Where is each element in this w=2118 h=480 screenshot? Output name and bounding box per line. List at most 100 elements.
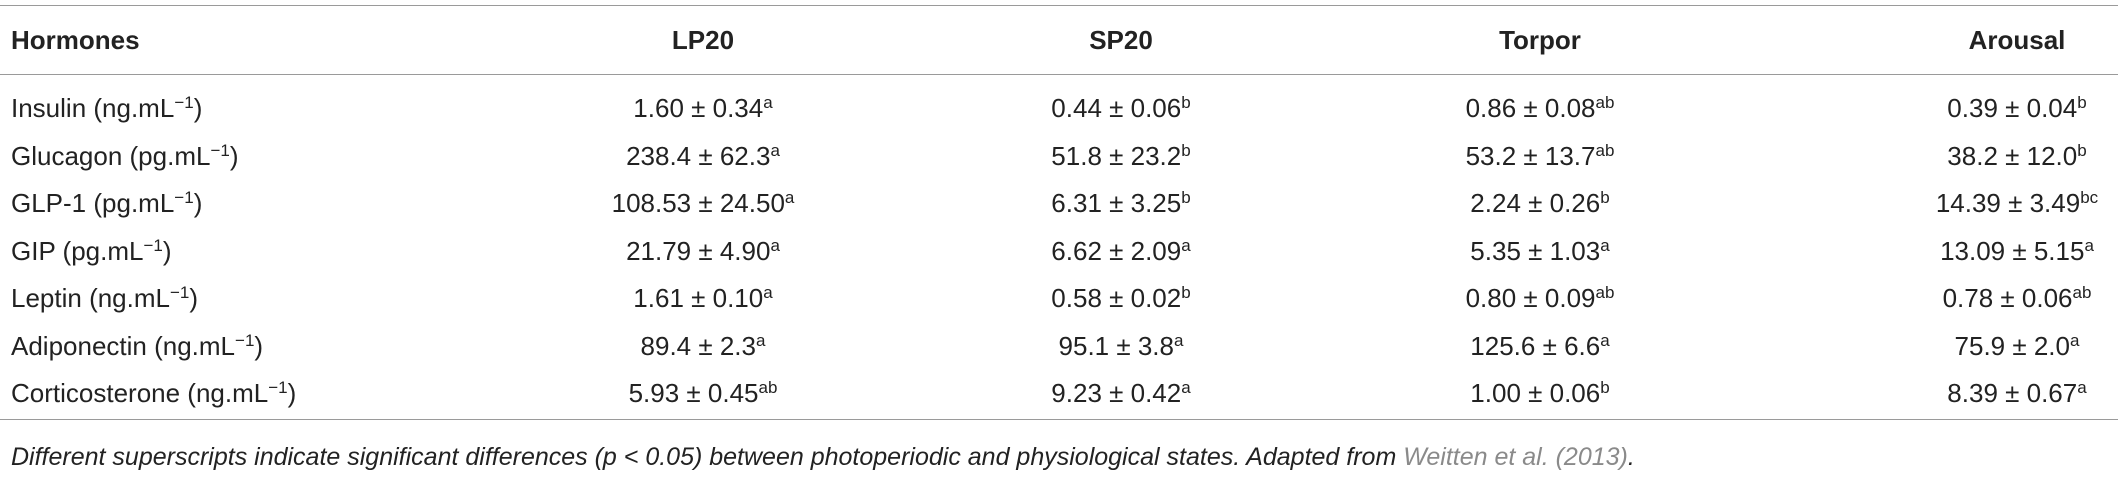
significance-letter: a [1181, 378, 1191, 397]
value-text: 5.35 ± 1.03 [1470, 235, 1601, 266]
header-cell: SP20 [1089, 25, 1153, 55]
significance-letter: a [2084, 235, 2094, 255]
value-text: 0.86 ± 0.08 [1465, 93, 1596, 123]
value-text: 38.2 ± 12.0 [1947, 140, 2078, 171]
significance-letter: b [2077, 93, 2087, 112]
label-end: ) [162, 235, 172, 266]
value-cell: 0.44 ± 0.06b [1051, 91, 1190, 125]
label-text: Leptin (ng.mL [11, 283, 170, 313]
significance-letter: a [763, 283, 773, 302]
value-text: 53.2 ± 13.7 [1465, 140, 1596, 171]
header-cell: Torpor [1499, 25, 1581, 55]
value-cell: 6.31 ± 3.25b [1051, 186, 1190, 220]
significance-letter: b [1600, 378, 1610, 397]
significance-letter: a [1174, 330, 1184, 350]
label-unit-exponent: −1 [169, 283, 190, 302]
label-end: ) [229, 140, 239, 171]
label-text: GLP-1 (pg.mL [11, 188, 175, 218]
significance-letter: a [784, 188, 795, 207]
value-cell: 75.9 ± 2.0a [1955, 329, 2080, 363]
value-text: 0.58 ± 0.02 [1051, 283, 1182, 313]
value-cell: 1.00 ± 0.06b [1470, 376, 1609, 410]
significance-letter: b [1181, 188, 1191, 207]
significance-letter: a [763, 93, 773, 112]
value-text: 0.78 ± 0.06 [1942, 283, 2073, 313]
significance-letter: b [1181, 140, 1191, 160]
footnote-link[interactable]: Weitten et al. (2013) [1403, 443, 1628, 471]
value-cell: 21.79 ± 4.90a [626, 234, 780, 268]
significance-letter: a [2070, 330, 2080, 350]
value-text: 2.24 ± 0.26 [1470, 188, 1601, 218]
significance-letter: a [1181, 235, 1191, 255]
value-cell: 238.4 ± 62.3a [626, 139, 780, 173]
value-cell: 5.35 ± 1.03a [1470, 234, 1609, 268]
value-text: 14.39 ± 3.49 [1935, 188, 2081, 218]
row-label: GLP-1 (pg.mL−1) [11, 186, 202, 220]
value-cell: 13.09 ± 5.15a [1940, 234, 2094, 268]
significance-letter: ab [1595, 93, 1615, 112]
value-cell: 5.93 ± 0.45ab [629, 376, 778, 410]
value-cell: 0.78 ± 0.06ab [1943, 281, 2092, 315]
value-cell: 0.80 ± 0.09ab [1466, 281, 1615, 315]
value-text: 6.31 ± 3.25 [1051, 188, 1182, 218]
footnote-end: . [1627, 443, 1635, 471]
significance-letter: a [2077, 378, 2087, 397]
label-end: ) [287, 378, 297, 408]
value-text: 5.93 ± 0.45 [628, 378, 759, 408]
significance-letter: bc [2080, 188, 2099, 207]
value-cell: 1.60 ± 0.34a [633, 91, 772, 125]
significance-letter: a [770, 235, 780, 255]
significance-letter: a [1600, 330, 1610, 350]
label-text: Insulin (ng.mL [11, 93, 175, 123]
significance-letter: ab [1595, 283, 1615, 302]
value-cell: 9.23 ± 0.42a [1051, 376, 1190, 410]
label-unit-exponent: −1 [174, 93, 194, 112]
label-end: ) [189, 283, 199, 313]
value-text: 9.23 ± 0.42 [1051, 378, 1182, 408]
value-text: 21.79 ± 4.90 [626, 235, 771, 266]
value-cell: 95.1 ± 3.8a [1059, 329, 1184, 363]
value-text: 0.39 ± 0.04 [1947, 93, 2078, 123]
value-text: 89.4 ± 2.3 [640, 330, 756, 361]
label-end: ) [193, 93, 203, 123]
label-end: ) [254, 330, 264, 361]
value-text: 0.80 ± 0.09 [1465, 283, 1596, 313]
header-rule [0, 74, 2118, 75]
significance-letter: a [756, 330, 766, 350]
value-cell: 0.58 ± 0.02b [1051, 281, 1190, 315]
value-text: 8.39 ± 0.67 [1947, 378, 2078, 408]
value-cell: 14.39 ± 3.49bc [1936, 186, 2098, 220]
row-label: Glucagon (pg.mL−1) [11, 139, 239, 173]
footnote: Different superscripts indicate signific… [11, 443, 1635, 472]
row-label: Leptin (ng.mL−1) [11, 281, 198, 315]
value-cell: 6.62 ± 2.09a [1051, 234, 1190, 268]
label-unit-exponent: −1 [210, 140, 230, 160]
bottom-rule [0, 419, 2118, 420]
significance-letter: b [1181, 93, 1191, 112]
label-text: GIP (pg.mL [11, 235, 144, 266]
label-end: ) [193, 188, 203, 218]
value-cell: 0.86 ± 0.08ab [1466, 91, 1615, 125]
header-cell: Arousal [1968, 25, 2066, 55]
significance-letter: b [1600, 188, 1610, 207]
significance-letter: a [770, 140, 780, 160]
label-text: Glucagon (pg.mL [11, 140, 211, 171]
significance-letter: ab [1595, 140, 1615, 160]
value-text: 13.09 ± 5.15 [1940, 235, 2085, 266]
label-unit-exponent: −1 [268, 378, 288, 397]
header-cell: Hormones [11, 25, 140, 55]
value-text: 0.44 ± 0.06 [1051, 93, 1182, 123]
value-text: 6.62 ± 2.09 [1051, 235, 1182, 266]
value-cell: 89.4 ± 2.3a [641, 329, 766, 363]
value-text: 75.9 ± 2.0 [1954, 330, 2070, 361]
label-unit-exponent: −1 [143, 235, 163, 255]
value-cell: 1.61 ± 0.10a [633, 281, 772, 315]
value-text: 51.8 ± 23.2 [1051, 140, 1182, 171]
value-cell: 8.39 ± 0.67a [1947, 376, 2086, 410]
row-label: GIP (pg.mL−1) [11, 234, 172, 268]
label-text: Adiponectin (ng.mL [11, 330, 236, 361]
value-text: 1.61 ± 0.10 [633, 283, 764, 313]
label-unit-exponent: −1 [235, 330, 255, 350]
value-cell: 108.53 ± 24.50a [612, 186, 795, 220]
